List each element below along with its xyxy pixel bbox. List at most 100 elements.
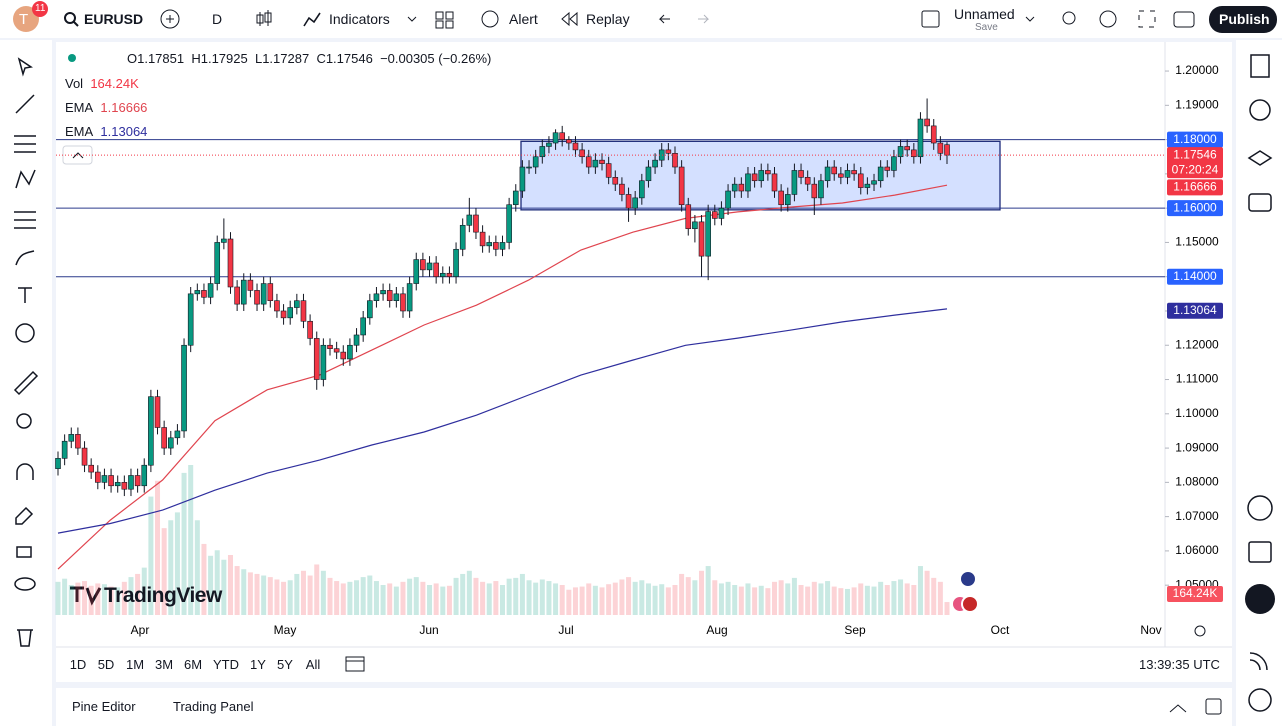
apps-button[interactable] <box>1245 584 1275 614</box>
axis-settings[interactable] <box>1194 625 1206 637</box>
layers[interactable] <box>1247 150 1273 166</box>
replay-icon[interactable] <box>561 11 578 27</box>
remove-tool[interactable] <box>17 629 33 647</box>
volume-bar <box>679 573 685 615</box>
news[interactable] <box>1249 652 1268 671</box>
screenshot[interactable] <box>1173 11 1195 28</box>
lock-tool[interactable] <box>16 546 32 558</box>
ideas[interactable] <box>1247 495 1273 521</box>
volume-bar <box>639 580 645 615</box>
collapse-panel[interactable] <box>1169 704 1187 713</box>
candle-body <box>572 142 579 151</box>
candle-body <box>121 482 128 490</box>
candle-body <box>818 180 824 199</box>
pine-editor-tab[interactable]: Pine Editor <box>72 699 136 714</box>
dropdown[interactable] <box>1025 16 1035 22</box>
search-icon <box>73 21 79 27</box>
interval[interactable]: D <box>212 11 223 27</box>
range-button[interactable]: 1Y <box>250 657 266 672</box>
alert-icon[interactable] <box>481 10 499 28</box>
candle-body <box>446 272 453 278</box>
avatar[interactable] <box>13 6 39 32</box>
vol-legend: Vol 164.24K <box>65 76 139 91</box>
volume-bar <box>898 579 904 615</box>
candle-body <box>592 159 599 168</box>
text-tool[interactable] <box>18 287 32 303</box>
candle-body <box>771 173 778 192</box>
range-button[interactable]: 1D <box>69 657 87 672</box>
replay-button[interactable]: Replay <box>586 11 630 27</box>
candle-body <box>55 458 61 469</box>
y-tick-label: 1.15000 <box>1175 235 1219 249</box>
volume-bar <box>121 581 127 615</box>
fullscreen[interactable] <box>1138 10 1156 28</box>
visibility-tool[interactable] <box>14 577 36 591</box>
volume-bar <box>745 583 751 615</box>
candle-body <box>738 183 745 192</box>
settings[interactable] <box>1099 10 1117 28</box>
help[interactable] <box>1248 688 1272 712</box>
dropdown[interactable] <box>407 16 417 22</box>
watchlist[interactable] <box>1250 54 1270 78</box>
fib-tool[interactable] <box>14 135 36 153</box>
publish-button[interactable] <box>1209 6 1277 33</box>
range-button[interactable]: 6M <box>183 657 203 672</box>
candle-body <box>857 173 864 188</box>
maximize-panel[interactable] <box>1205 698 1222 715</box>
emoji-tool[interactable] <box>15 323 35 343</box>
candle-body <box>148 396 154 466</box>
quick-search[interactable] <box>1062 11 1076 25</box>
volume-bar <box>101 584 107 615</box>
layout-toggle[interactable] <box>921 10 940 28</box>
candle-body <box>433 262 439 278</box>
x-tick-label: Nov <box>1140 623 1161 637</box>
trend-line-tool[interactable] <box>15 94 35 114</box>
range-button[interactable]: YTD <box>213 657 239 672</box>
volume-bar <box>241 569 247 615</box>
layout-icon[interactable] <box>435 11 454 29</box>
brush-tool[interactable] <box>15 250 35 266</box>
volume-bar <box>500 585 505 615</box>
forecast-tool[interactable] <box>14 211 36 229</box>
layout-name[interactable]: Unnamed <box>954 6 1015 22</box>
candle-body <box>254 290 260 305</box>
level-label: 1.18000 <box>1173 132 1217 146</box>
cursor-tool[interactable] <box>17 57 33 77</box>
range-button[interactable]: All <box>305 657 321 672</box>
redo[interactable] <box>698 14 710 24</box>
volume-bar <box>68 585 74 615</box>
candle-body <box>917 118 924 158</box>
volume-bar <box>506 578 512 615</box>
undo[interactable] <box>658 14 670 24</box>
volume-bar <box>82 581 88 615</box>
range-button[interactable]: 5D <box>97 657 115 672</box>
calendar[interactable] <box>1248 541 1272 563</box>
chart-type-icon[interactable] <box>256 10 272 26</box>
status-dot <box>68 54 76 62</box>
lock-drawing[interactable] <box>15 506 34 525</box>
zoom-tool[interactable] <box>16 413 32 429</box>
volume-bar <box>427 585 433 615</box>
search-icon[interactable] <box>64 12 76 24</box>
label: EMA <box>65 124 94 139</box>
indicators-icon[interactable] <box>303 12 321 27</box>
range-button[interactable]: 5Y <box>277 657 293 672</box>
x-tick-label: Aug <box>706 623 727 637</box>
ruler-tool[interactable] <box>13 370 39 396</box>
symbol[interactable]: EURUSD <box>84 11 144 27</box>
y-tick-label: 1.08000 <box>1175 475 1219 489</box>
alerts-panel[interactable] <box>1249 99 1271 121</box>
alert-button[interactable]: Alert <box>509 11 538 27</box>
add-symbol[interactable] <box>160 9 180 29</box>
date-range-icon[interactable] <box>345 656 365 672</box>
range-button[interactable]: 3M <box>154 657 174 672</box>
range-button[interactable]: 1M <box>125 657 145 672</box>
candle-body <box>101 475 108 483</box>
publish-label[interactable]: Publish <box>1219 11 1270 27</box>
magnet-tool[interactable] <box>16 463 34 480</box>
pattern-tool[interactable] <box>15 169 36 189</box>
trading-panel-tab[interactable]: Trading Panel <box>173 699 254 714</box>
candle-body <box>214 242 221 284</box>
indicators-button[interactable]: Indicators <box>329 11 390 27</box>
chat[interactable] <box>1248 193 1272 212</box>
